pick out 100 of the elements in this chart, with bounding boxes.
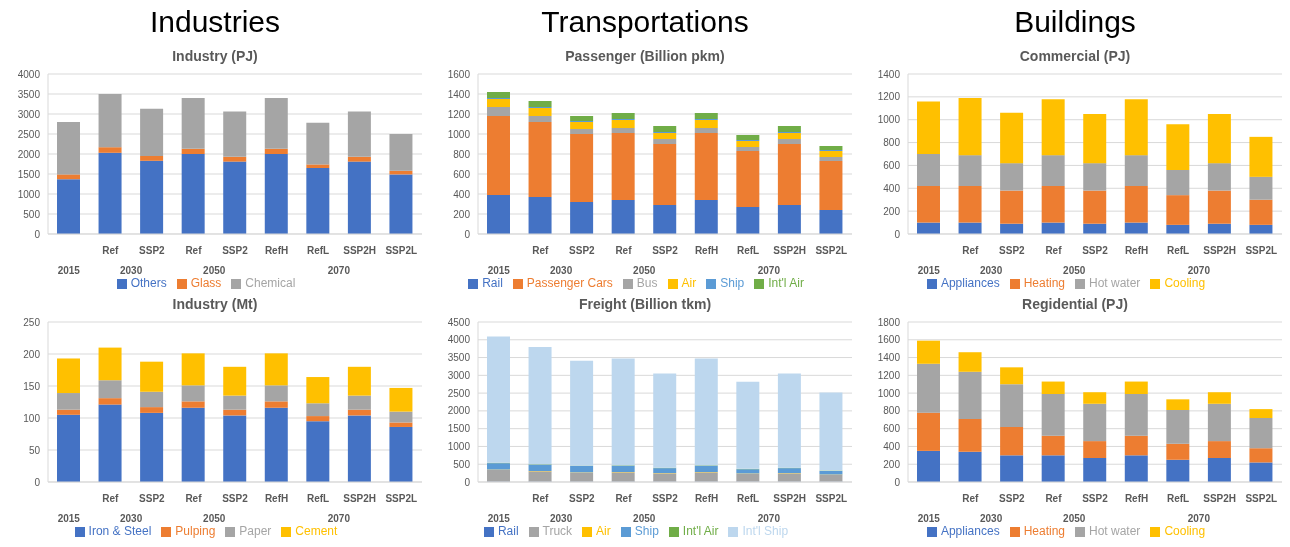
text: 2030 <box>979 265 1003 276</box>
text: 2050 <box>1063 265 1086 276</box>
x-tick-label: Ref <box>102 245 120 256</box>
y-tick-label: 1400 <box>877 68 901 80</box>
legend-label: Bus <box>636 276 658 290</box>
y-tick-label: 2000 <box>17 148 41 160</box>
legend-label: Ship <box>634 524 659 538</box>
y-tick-label: 1600 <box>447 68 471 80</box>
y-tick-label: 50 <box>28 444 41 456</box>
x-tick-label: RefH <box>694 493 719 504</box>
text: 2050 <box>633 513 656 524</box>
y-tick-label: 1200 <box>877 91 901 103</box>
x-tick-label: SSP2L <box>815 245 848 256</box>
y-tick-label: 1000 <box>447 440 471 452</box>
legend-label: Int'l Ship <box>742 524 789 538</box>
x-tick-label: SSP2L <box>1245 245 1278 256</box>
y-tick-label: 600 <box>883 159 901 171</box>
text: 2015 <box>487 265 511 276</box>
y-tick-label: 1000 <box>877 114 901 126</box>
y-tick-label: 0 <box>34 228 41 240</box>
y-tick-label: 400 <box>453 188 471 200</box>
text: 2050 <box>203 513 226 524</box>
legend-label: Ship <box>720 276 745 290</box>
y-tick-label: 4000 <box>447 334 471 346</box>
text: 2070 <box>757 265 781 276</box>
legend-label: Pulping <box>175 524 216 538</box>
x-tick-label: Ref <box>185 245 203 256</box>
legend-label: Rail <box>482 276 503 290</box>
x-tick-label: Ref <box>1045 245 1063 256</box>
x-tick-label: RefL <box>306 493 330 504</box>
x-tick-label: SSP2 <box>1082 493 1109 504</box>
text: 2030 <box>119 265 143 276</box>
y-tick-label: 2000 <box>447 405 471 417</box>
y-tick-label: 1000 <box>17 188 41 200</box>
x-tick-label: SSP2H <box>773 245 807 256</box>
x-tick-label: Ref <box>1045 493 1063 504</box>
y-tick-label: 3000 <box>447 369 471 381</box>
text: 2030 <box>119 513 143 524</box>
x-tick-label: RefH <box>1124 245 1149 256</box>
x-tick-label: SSP2 <box>999 493 1026 504</box>
y-tick-label: 1500 <box>447 423 471 435</box>
x-tick-label: SSP2 <box>139 493 166 504</box>
x-tick-label: SSP2 <box>222 493 249 504</box>
x-tick-label: SSP2 <box>652 493 679 504</box>
y-tick-label: 500 <box>23 208 41 220</box>
chart-title: Passenger (Billion pkm) <box>564 48 726 66</box>
x-tick-label: RefL <box>736 493 760 504</box>
x-tick-label: SSP2 <box>139 245 166 256</box>
text: 2070 <box>327 513 351 524</box>
legend-label: Hot water <box>1089 276 1141 290</box>
text: 2015 <box>487 513 511 524</box>
text: 2030 <box>549 265 573 276</box>
x-tick-label: Ref <box>615 493 633 504</box>
text: 2050 <box>633 265 656 276</box>
text: 2070 <box>757 513 781 524</box>
y-tick-label: 1800 <box>877 316 901 328</box>
y-tick-label: 0 <box>34 476 41 488</box>
x-tick-label: RefH <box>694 245 719 256</box>
y-tick-label: 3500 <box>17 88 41 100</box>
y-tick-label: 1000 <box>447 128 471 140</box>
y-tick-label: 1500 <box>17 168 41 180</box>
text: 2050 <box>1063 513 1086 524</box>
y-tick-label: 400 <box>883 440 901 452</box>
x-tick-label: Ref <box>615 245 633 256</box>
legend-label: Heating <box>1023 524 1066 538</box>
x-tick-label: Ref <box>532 245 550 256</box>
legend-label: Heating <box>1023 276 1066 290</box>
y-tick-label: 600 <box>453 168 471 180</box>
x-tick-label: SSP2H <box>343 245 377 256</box>
y-tick-label: 2500 <box>17 128 41 140</box>
y-tick-label: 600 <box>883 423 901 435</box>
legend-label: Others <box>130 276 167 290</box>
legend-label: Cooling <box>1164 276 1206 290</box>
legend-label: Chemical <box>245 276 296 290</box>
text: Buildings <box>1013 4 1137 40</box>
y-tick-label: 200 <box>883 458 901 470</box>
text: 2050 <box>203 265 226 276</box>
y-tick-label: 200 <box>453 208 471 220</box>
chart-title: Industry (PJ) <box>171 48 259 66</box>
x-tick-label: RefL <box>1166 245 1190 256</box>
y-tick-label: 200 <box>883 205 901 217</box>
text: Industries <box>148 4 282 40</box>
x-tick-label: Ref <box>185 493 203 504</box>
y-tick-label: 100 <box>23 412 41 424</box>
y-tick-label: 0 <box>464 228 471 240</box>
legend-label: Air <box>681 276 697 290</box>
x-tick-label: RefH <box>264 245 289 256</box>
y-tick-label: 200 <box>23 348 41 360</box>
y-tick-label: 800 <box>883 405 901 417</box>
y-tick-label: 1600 <box>877 334 901 346</box>
x-tick-label: RefL <box>1166 493 1190 504</box>
y-tick-label: 3500 <box>447 352 471 364</box>
y-tick-label: 4000 <box>17 68 41 80</box>
y-tick-label: 2500 <box>447 387 471 399</box>
x-tick-label: RefH <box>264 493 289 504</box>
y-tick-label: 4500 <box>447 316 471 328</box>
chart-title: Regidential (PJ) <box>1021 296 1129 314</box>
x-tick-label: SSP2L <box>815 493 848 504</box>
x-tick-label: Ref <box>962 493 980 504</box>
legend-label: Passenger Cars <box>526 276 613 290</box>
